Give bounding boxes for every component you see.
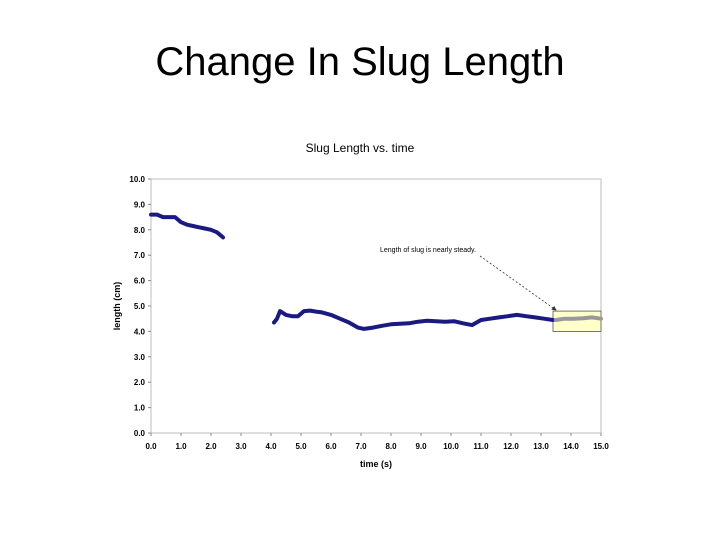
x-tick-label: 7.0 [355, 442, 367, 451]
slug-length-line [272, 308, 555, 331]
y-tick-label: 10.0 [129, 175, 145, 184]
y-tick-label: 8.0 [134, 226, 146, 235]
y-tick-label: 7.0 [134, 251, 146, 260]
x-tick-label: 4.0 [265, 442, 277, 451]
x-tick-label: 15.0 [593, 442, 609, 451]
y-tick-label: 3.0 [134, 353, 146, 362]
plot-area [150, 178, 602, 434]
y-tick-label: 6.0 [134, 277, 146, 286]
chart-title: Slug Length vs. time [306, 141, 415, 155]
x-tick-label: 0.0 [145, 442, 157, 451]
annotation-text: Length of slug is nearly steady. [380, 247, 476, 254]
x-tick-label: 8.0 [385, 442, 397, 451]
annotation-arrow [479, 255, 557, 311]
x-tick-label: 9.0 [415, 442, 427, 451]
x-tick-label: 2.0 [205, 442, 217, 451]
x-tick-label: 6.0 [325, 442, 337, 451]
y-tick-label: 1.0 [134, 404, 146, 413]
y-tick-label: 9.0 [134, 200, 146, 209]
x-tick-label: 12.0 [503, 442, 519, 451]
x-tick-label: 3.0 [235, 442, 247, 451]
x-tick-label: 5.0 [295, 442, 307, 451]
slug-length-line [149, 212, 225, 240]
x-tick-label: 1.0 [175, 442, 187, 451]
steady-length-line [554, 315, 603, 322]
x-tick-label: 10.0 [443, 442, 459, 451]
x-tick-label: 11.0 [473, 442, 489, 451]
y-tick-label: 4.0 [134, 327, 146, 336]
y-tick-label: 5.0 [134, 302, 146, 311]
x-tick-label: 14.0 [563, 442, 579, 451]
slide-title: Change In Slug Length [155, 40, 565, 84]
y-tick-label: 2.0 [134, 378, 146, 387]
x-tick-label: 13.0 [533, 442, 549, 451]
y-tick-label: 0.0 [134, 429, 146, 438]
y-axis-label: length (cm) [112, 282, 122, 331]
x-axis-label: time (s) [360, 459, 392, 469]
